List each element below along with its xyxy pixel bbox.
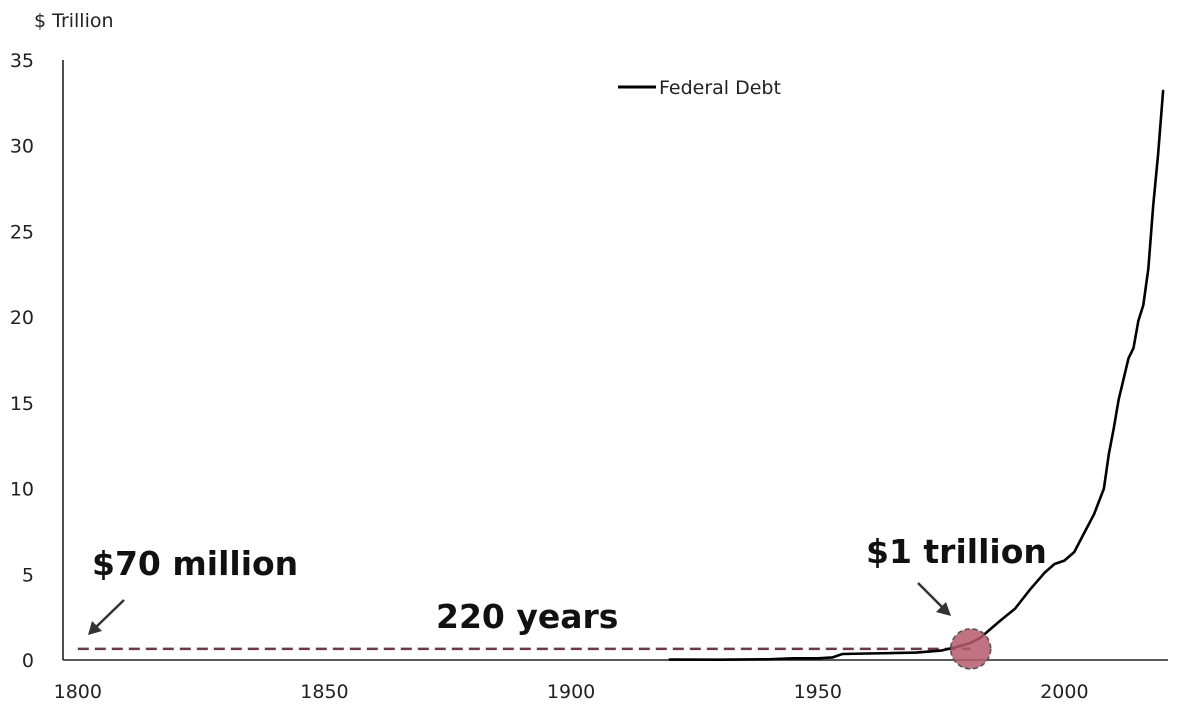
span-annotation-label: 220 years — [436, 597, 618, 636]
end-annotation-label: $1 trillion — [866, 532, 1047, 571]
y-tick-label: 25 — [10, 221, 34, 243]
x-tick-label: 1800 — [54, 681, 102, 703]
start-annotation-label: $70 million — [92, 544, 298, 583]
start-annotation-arrow — [88, 599, 125, 635]
x-tick-label: 2000 — [1040, 681, 1088, 703]
x-tick-label: 1850 — [300, 681, 348, 703]
y-tick-label: 20 — [10, 307, 34, 329]
y-tick-label: 35 — [10, 50, 34, 72]
y-tick-label: 10 — [10, 479, 34, 501]
x-tick-label: 1950 — [794, 681, 842, 703]
one-trillion-marker — [949, 628, 992, 670]
y-tick-label: 30 — [10, 136, 34, 158]
x-tick-label: 1900 — [547, 681, 595, 703]
y-tick-label: 15 — [10, 393, 34, 415]
y-tick-label: 5 — [22, 564, 34, 586]
x-axis-ticks: 1800 1850 1900 1950 2000 — [54, 681, 1089, 703]
y-unit-label: $ Trillion — [34, 10, 114, 32]
legend-label-federal-debt: Federal Debt — [659, 77, 781, 99]
end-annotation-arrow — [917, 582, 951, 616]
y-tick-label: 0 — [22, 650, 34, 672]
legend: Federal Debt — [618, 77, 781, 99]
y-axis-ticks: 0 5 10 15 20 25 30 35 — [10, 50, 34, 672]
federal-debt-series-line — [668, 89, 1165, 661]
